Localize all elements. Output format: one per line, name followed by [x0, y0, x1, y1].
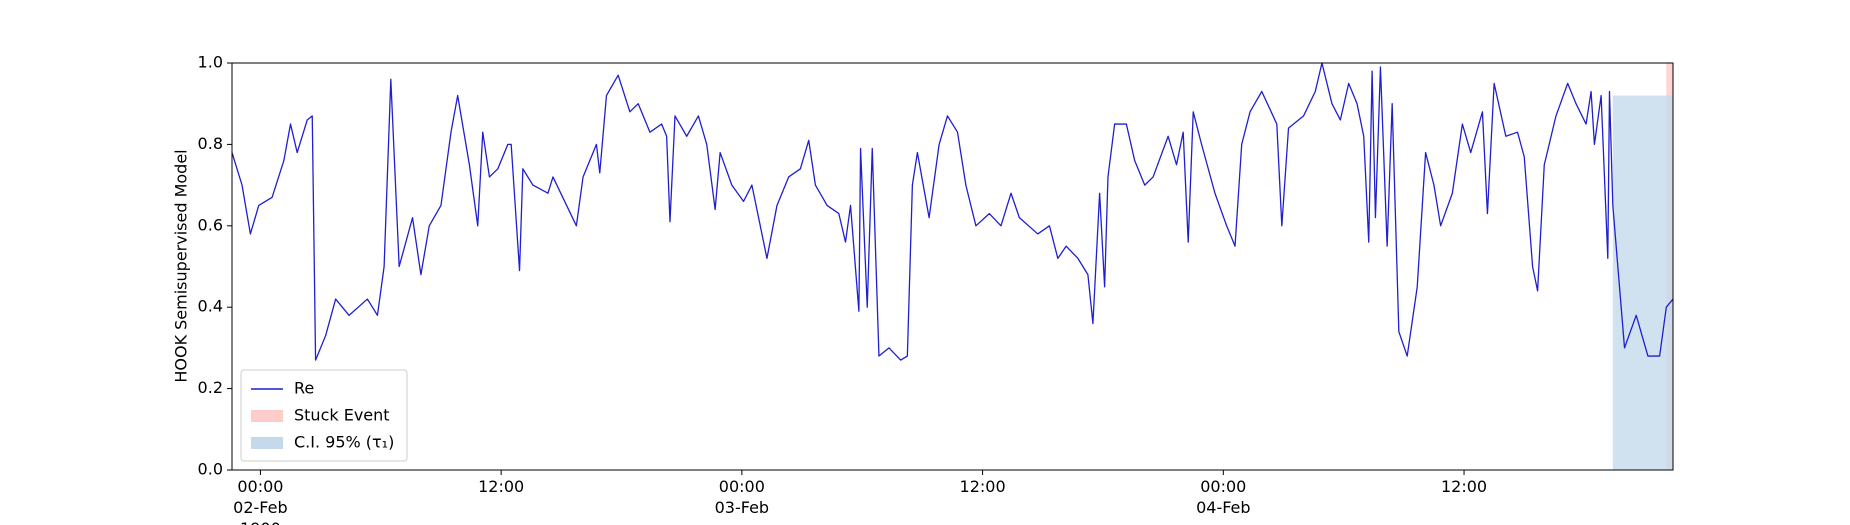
x-tick-label: 12:00 — [1441, 477, 1487, 496]
legend: Re Stuck Event C.I. 95% (τ₁) — [240, 369, 408, 462]
legend-label: Stuck Event — [294, 406, 390, 425]
y-axis-label: HOOK Semisupervised Model — [172, 149, 191, 382]
y-tick-label: 1.0 — [198, 53, 223, 72]
x-tick-label: 00:00 04-Feb — [1196, 477, 1250, 517]
legend-marker — [251, 410, 283, 422]
y-tick-label: 0.0 — [198, 460, 223, 479]
data-line — [231, 62, 1674, 361]
y-tick-label: 0.6 — [198, 215, 223, 234]
plot-frame — [231, 62, 1674, 471]
legend-label: C.I. 95% (τ₁) — [294, 433, 394, 452]
x-tick-label: 00:00 03-Feb — [715, 477, 769, 517]
x-tick-label: 12:00 — [478, 477, 524, 496]
legend-label: Re — [294, 379, 314, 398]
legend-marker — [251, 437, 283, 449]
x-tick-label: 12:00 — [960, 477, 1006, 496]
y-tick-label: 0.8 — [198, 134, 223, 153]
y-tick-label: 0.4 — [198, 297, 223, 316]
band — [1612, 95, 1673, 470]
y-tick-label: 0.2 — [198, 378, 223, 397]
